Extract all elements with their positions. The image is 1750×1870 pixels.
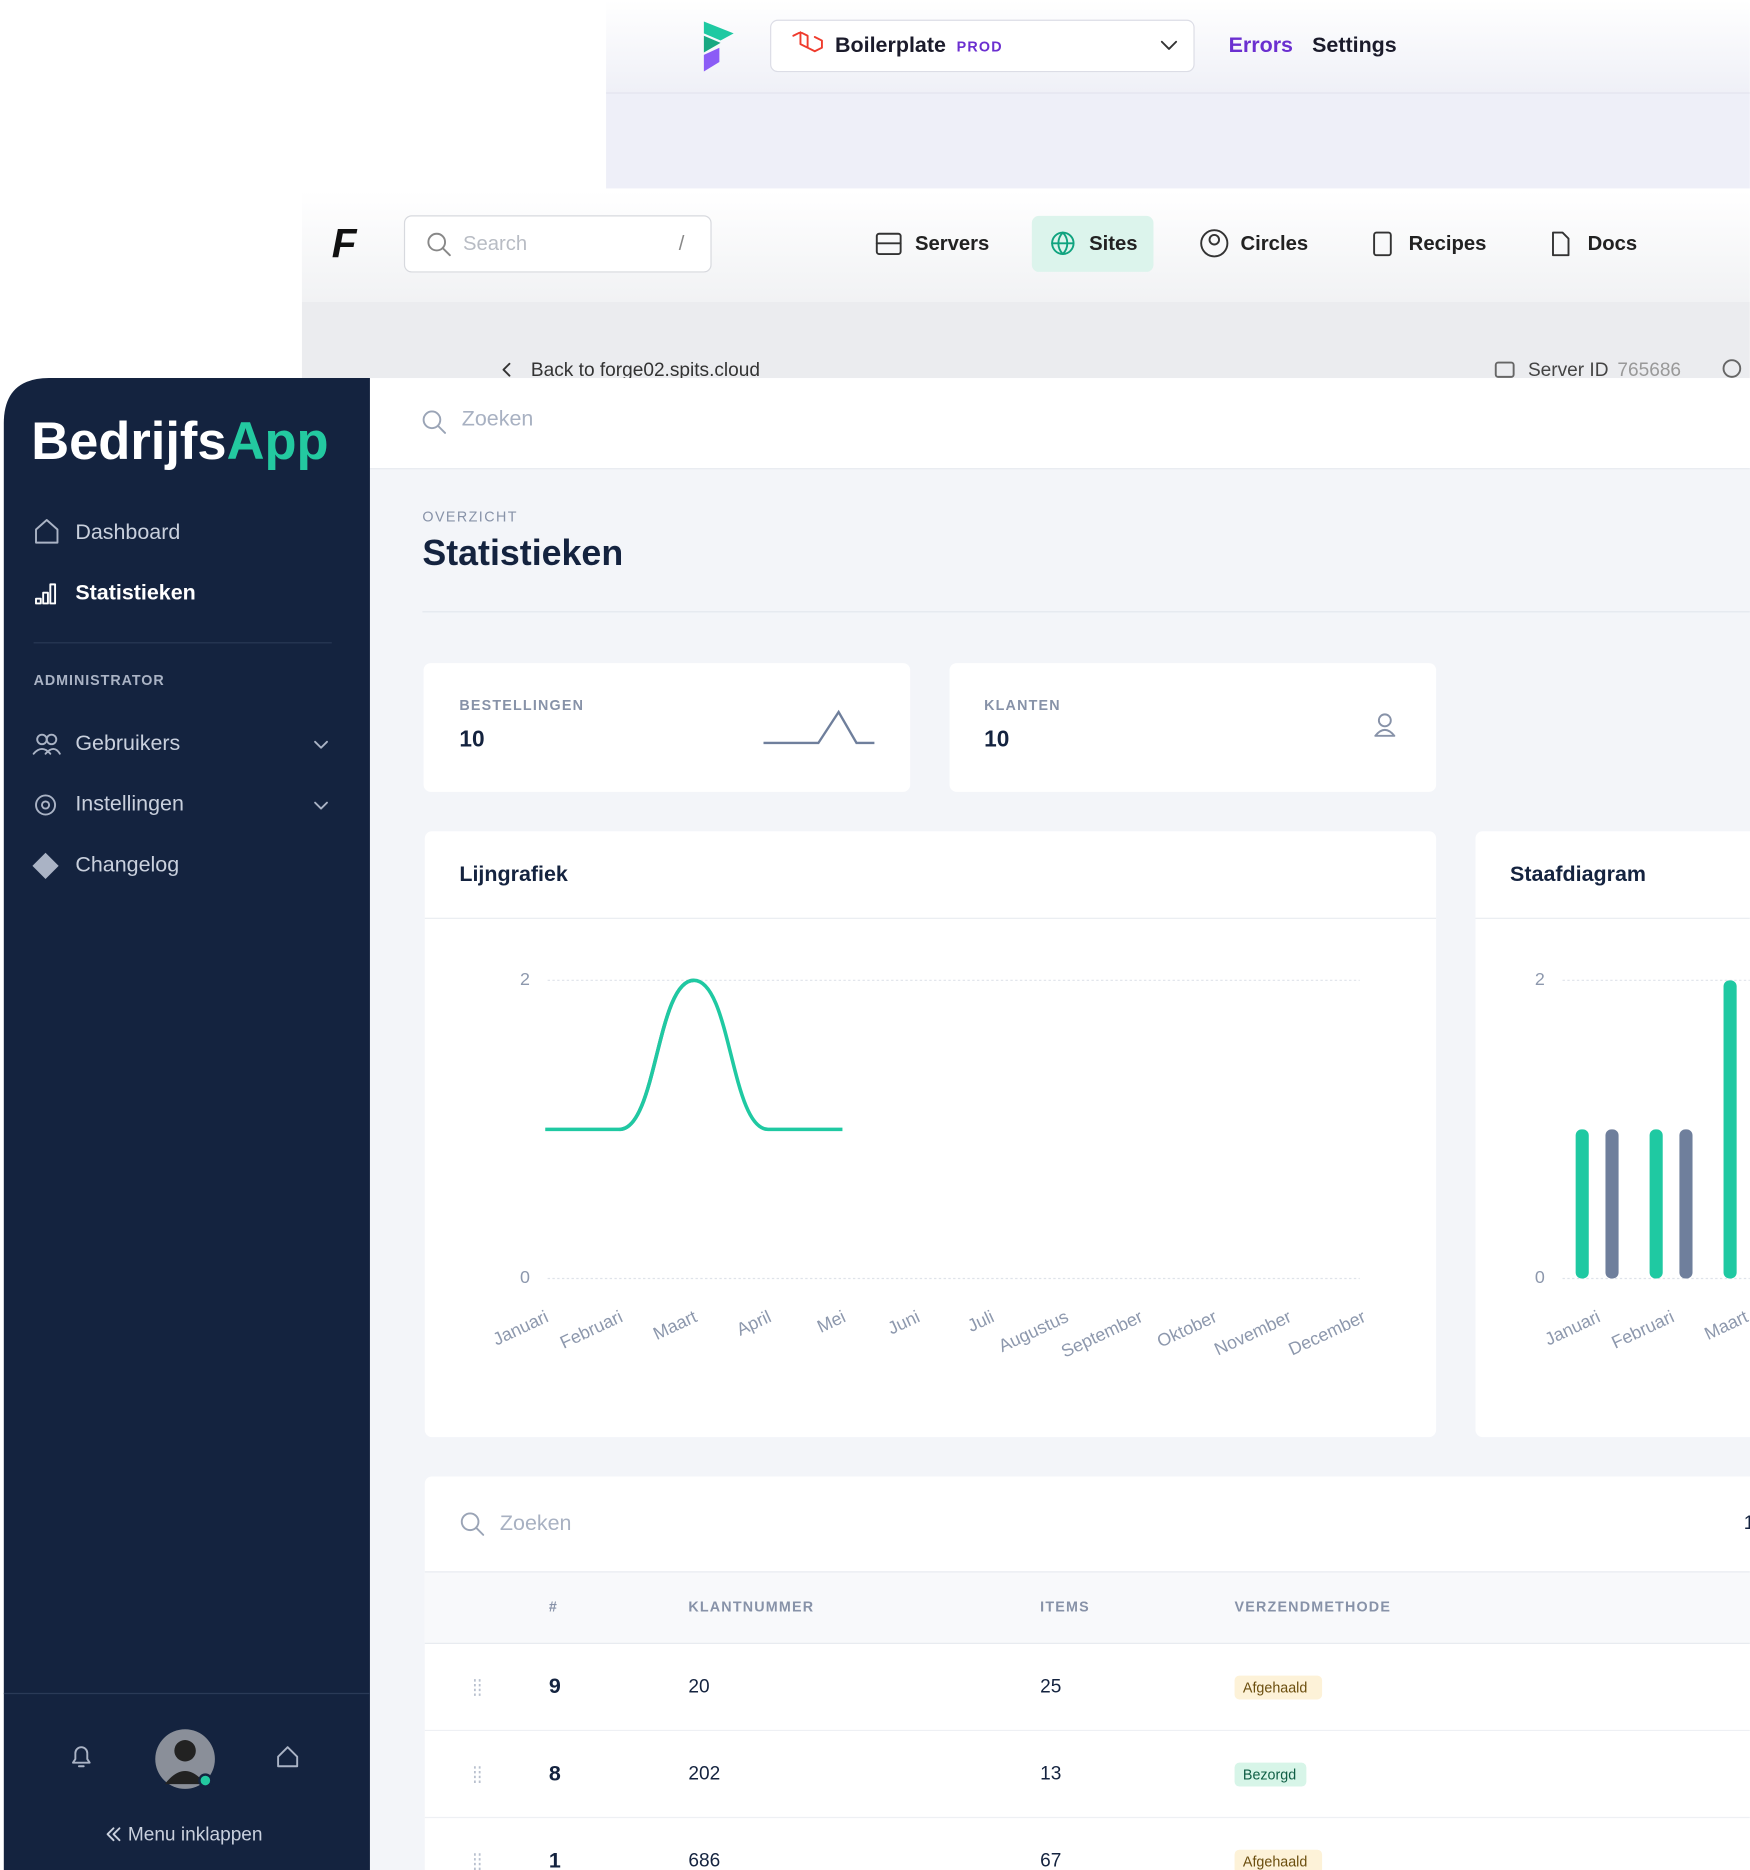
search-box[interactable] [403,215,712,273]
stat-card [949,663,1437,792]
sidebar [3,378,370,1870]
eyebrow: OVERZICHT [422,509,518,525]
nav-item[interactable]: Recipes [1409,233,1487,255]
search-placeholder[interactable]: Zoeken [462,406,534,430]
stat-value: 10 [459,726,484,752]
cell: 9 [549,1674,561,1698]
search-placeholder: Search [463,233,527,255]
page-number[interactable]: 1 [1744,1513,1750,1534]
line-series [545,978,843,1132]
app-window: Zoeken BedrijfsApp Dashboard Statistieke… [3,378,1750,1870]
menu-item[interactable]: Changelog [75,853,179,877]
status-text: Afgehaald [1243,1681,1307,1697]
chart-title: Staafdiagram [1510,862,1646,886]
collapse-menu[interactable]: Menu inklappen [128,1824,263,1845]
page-title: Statistieken [422,533,623,573]
status-text: Bezorgd [1243,1768,1296,1784]
cell: 20 [688,1677,709,1698]
y-tick-label: 0 [1535,1267,1545,1287]
menu-item[interactable]: Gebruikers [75,731,180,755]
y-tick-label: 0 [520,1267,530,1287]
stat-label: BESTELLINGEN [459,698,584,714]
cell: 1 [549,1848,561,1870]
section-label: ADMINISTRATOR [34,673,165,689]
sparkline [763,709,875,745]
cell: 25 [1040,1677,1061,1698]
status-badge [1234,1675,1323,1700]
shortcut: / [679,233,685,255]
nav-link[interactable]: Settings [1312,33,1397,57]
chart-card [424,831,1437,1438]
bar [1605,1129,1619,1279]
status-badge [1234,1849,1323,1870]
chart-title: Lijngrafiek [459,862,568,886]
table-card [424,1476,1750,1870]
nav-link[interactable]: Errors [1229,33,1293,57]
table-search[interactable]: Zoeken [500,1511,572,1535]
bar [1679,1129,1693,1279]
brand-part: Bedrijfs [31,413,226,471]
status-text: Afgehaald [1243,1855,1307,1870]
server-id-label: Server ID [1528,360,1609,381]
env-badge: PROD [957,39,1003,55]
bar [1649,1129,1663,1279]
nav-item[interactable]: Servers [915,233,989,255]
project-name: Boilerplate [835,33,946,57]
brand-part: App [227,413,329,471]
column-header: KLANTNUMMER [688,1599,814,1615]
brand: BedrijfsApp [31,413,328,471]
column-header: # [549,1599,558,1615]
back-link[interactable]: Back to forge02.spits.cloud [531,360,760,381]
cell: 202 [688,1764,720,1785]
bar [1575,1129,1589,1279]
menu-item[interactable]: Statistieken [75,581,195,605]
y-tick-label: 2 [1535,969,1545,989]
logo: F [332,221,358,267]
stat-card [423,663,911,792]
menu-item[interactable]: Dashboard [75,520,180,544]
cell: 686 [688,1851,720,1870]
nav-item[interactable]: Sites [1089,233,1137,255]
server-id: 765686 [1617,360,1681,381]
stat-label: KLANTEN [984,698,1061,714]
status-badge [1234,1762,1307,1787]
cell: 67 [1040,1851,1061,1870]
cell: 13 [1040,1764,1061,1785]
forge-nav: F Search / Servers Sites Circles Recipes… [301,190,1750,381]
column-header: ITEMS [1040,1599,1090,1615]
nav-item[interactable]: Circles [1241,233,1309,255]
stat-value: 10 [984,726,1009,752]
y-tick-label: 2 [520,969,530,989]
cell: 8 [549,1761,561,1785]
nav-item[interactable]: Docs [1588,233,1638,255]
bar [1723,980,1737,1279]
forge-header: Boilerplate PROD Errors Settings [606,0,1750,189]
project-dropdown[interactable] [770,19,1195,73]
menu-item[interactable]: Instellingen [75,792,184,816]
column-header: VERZENDMETHODE [1235,1599,1392,1615]
